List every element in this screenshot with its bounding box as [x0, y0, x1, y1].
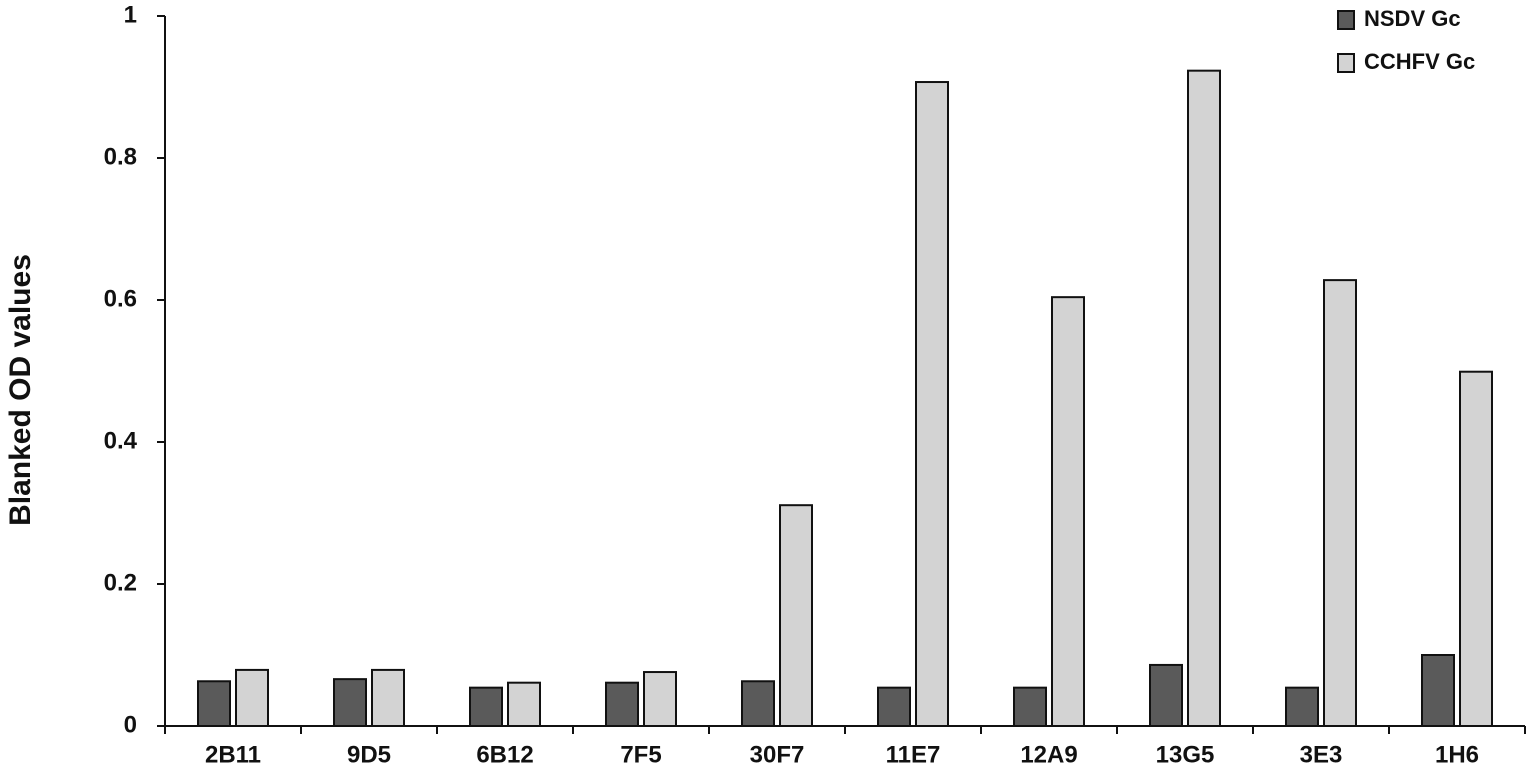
x-tick-label: 11E7 [886, 741, 941, 768]
bar [1421, 654, 1455, 727]
bar [1459, 370, 1493, 727]
bar [741, 680, 775, 728]
bar [1285, 686, 1319, 727]
bar [507, 681, 541, 728]
y-tick-label: 0.8 [104, 143, 137, 170]
bar [235, 668, 269, 727]
legend-swatch [1337, 53, 1355, 73]
bar [197, 680, 231, 728]
x-tick-label: 6B12 [476, 741, 533, 768]
bar [877, 686, 911, 727]
bar [1051, 296, 1085, 727]
x-tick-label: 3E3 [1300, 741, 1343, 768]
y-axis-label: Blanked OD values [4, 254, 37, 526]
bar [605, 681, 639, 728]
y-tick-label: 0.2 [104, 569, 137, 596]
x-tick-label: 12A9 [1020, 741, 1077, 768]
y-tick-label: 0.4 [104, 427, 138, 454]
bar [469, 686, 503, 727]
x-tick-label: 2B11 [205, 741, 261, 768]
bar [333, 678, 367, 728]
bar [643, 671, 677, 727]
x-tick-label: 1H6 [1435, 741, 1479, 768]
y-tick-label: 0 [124, 711, 137, 738]
x-tick-label: 9D5 [347, 741, 391, 768]
x-tick-label: 13G5 [1156, 741, 1215, 768]
bar [915, 81, 949, 727]
bar [1149, 663, 1183, 728]
y-tick-label: 0.6 [104, 285, 137, 312]
bar [1013, 686, 1047, 727]
x-tick-label: 7F5 [620, 741, 661, 768]
bar [1323, 279, 1357, 727]
legend-label: NSDV Gc [1364, 6, 1461, 31]
legend-label: CCHFV Gc [1364, 49, 1475, 74]
legend-swatch [1337, 10, 1355, 30]
bar [371, 668, 405, 727]
bar [1187, 69, 1221, 728]
x-tick-label: 30F7 [750, 741, 805, 768]
y-tick-label: 1 [124, 1, 137, 28]
bar [779, 504, 813, 727]
